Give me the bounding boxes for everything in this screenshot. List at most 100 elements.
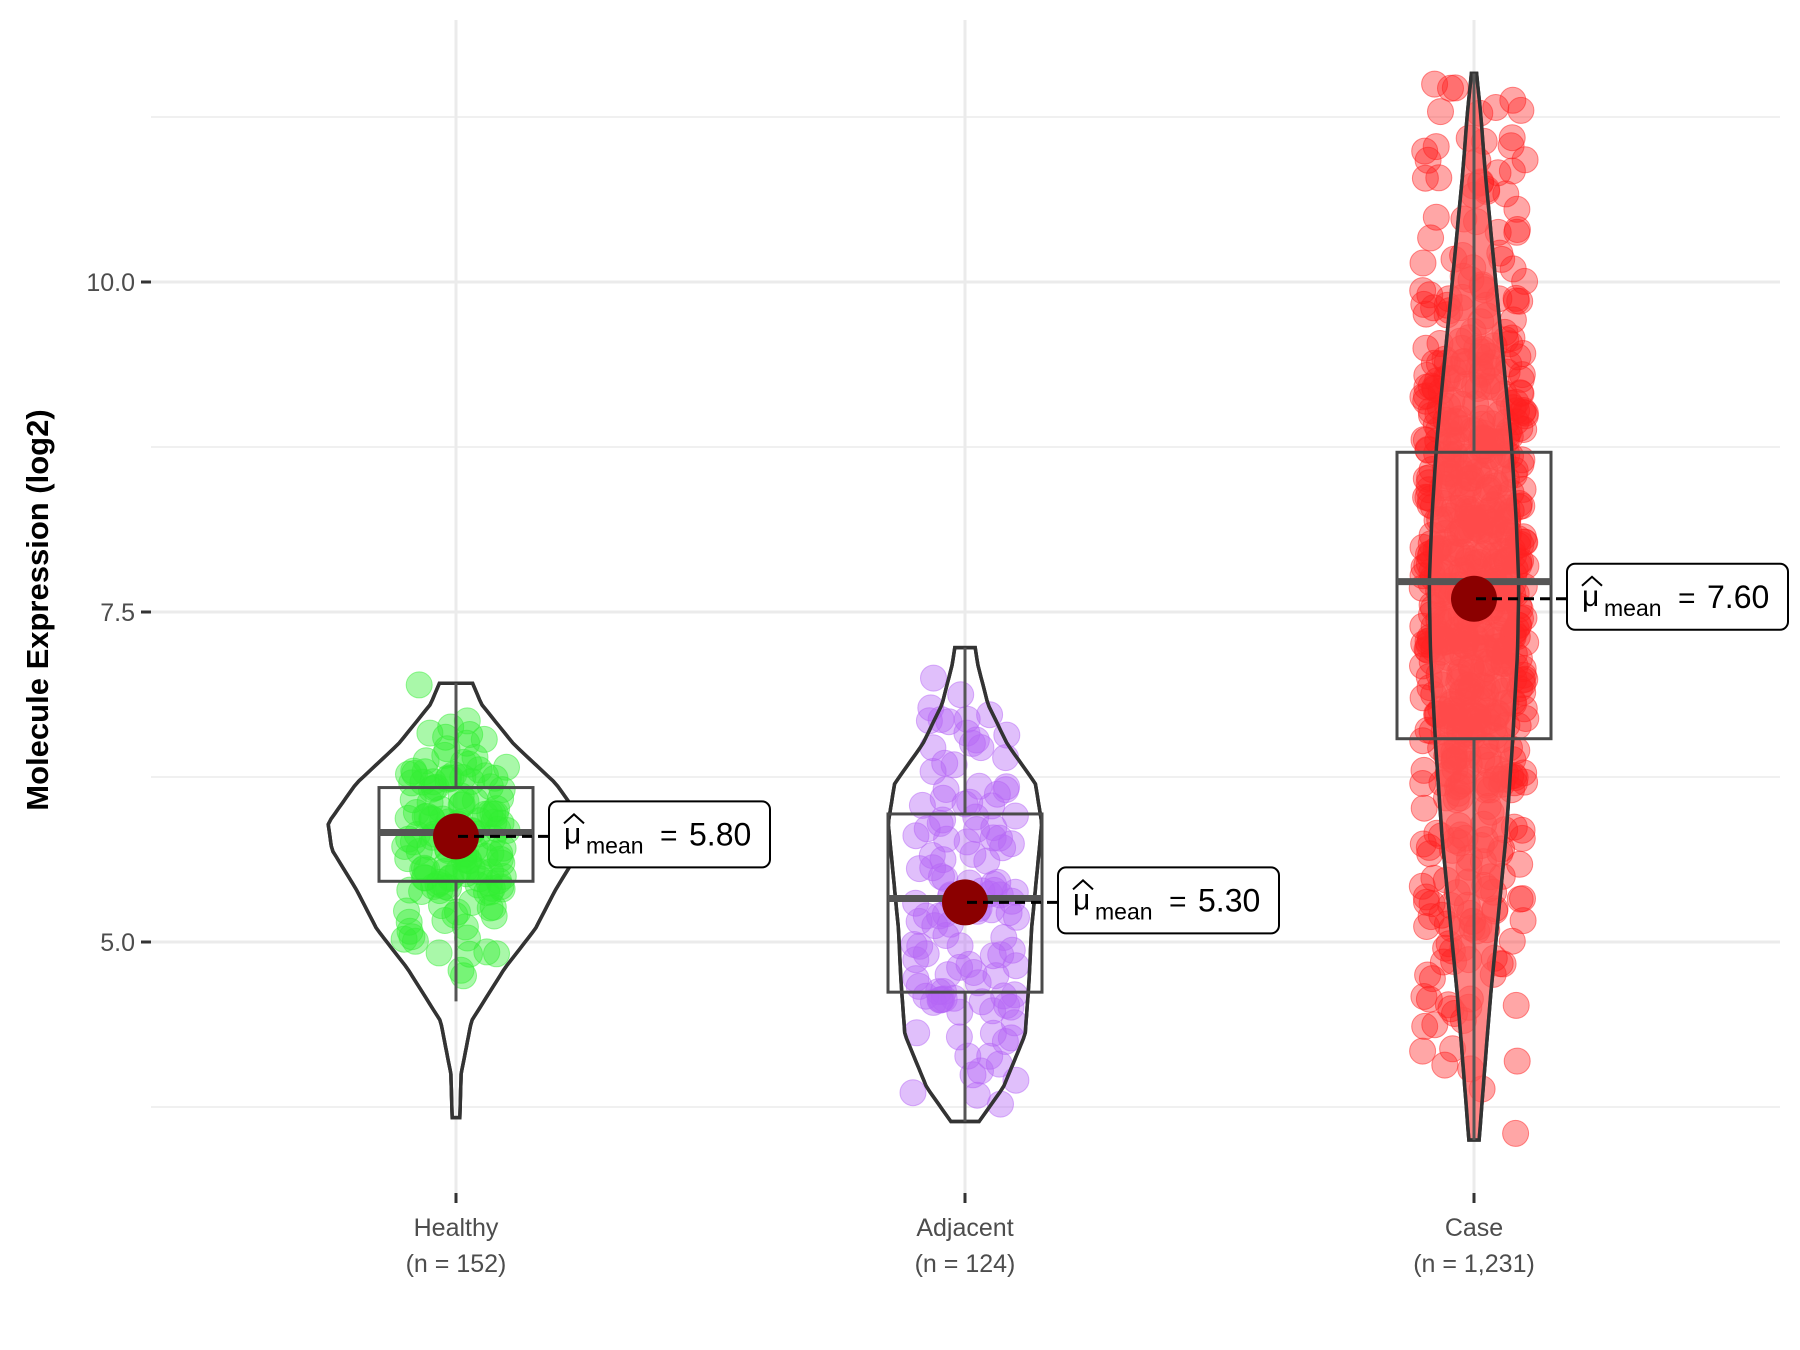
data-point [1409,770,1437,797]
hat-accent [1581,575,1603,587]
y-tick-label: 10.0 [86,269,135,297]
data-point [1498,927,1526,955]
mean-point [942,879,988,926]
data-point [902,946,930,974]
x-tick-label: Case [1445,1214,1503,1242]
data-point [493,753,520,781]
data-point [1427,98,1454,126]
data-point [976,1042,1004,1070]
mean-value: 5.80 [689,816,751,852]
data-point [400,757,428,785]
data-point [979,824,1007,852]
data-point [1002,952,1030,980]
data-point [967,1057,994,1085]
data-point [986,824,1013,852]
data-point [987,941,1015,969]
data-point [1498,124,1526,152]
data-point [1422,203,1450,231]
mean-symbol: μ [564,817,581,850]
data-point [967,734,995,762]
data-point [424,870,452,898]
data-point [1416,281,1444,309]
equals-sign: = [660,819,678,852]
violin-outline-healthy [326,681,586,1120]
data-point [993,773,1021,801]
data-point [1507,365,1535,393]
data-point [1417,224,1445,252]
data-point [435,874,462,902]
data-point [394,845,422,873]
data-point [1412,334,1440,362]
data-point [416,719,444,747]
data-point [1413,373,1441,401]
data-point [947,681,975,709]
data-point [931,749,959,777]
data-point [1409,249,1437,277]
mean-point [1451,575,1497,622]
mean-symbol: μ [1582,580,1599,613]
data-point [1504,343,1532,371]
data-point [1411,1012,1439,1040]
data-point [1503,216,1531,243]
data-point [1482,94,1510,121]
mean-subscript: mean [1095,898,1153,924]
data-point [962,803,990,831]
data-point [902,889,930,917]
data-point [1001,981,1029,1009]
data-point [433,735,461,763]
data-point [1507,96,1535,124]
data-point [905,907,933,935]
data-point [447,782,475,810]
data-point [1422,133,1450,161]
data-point [1509,885,1536,913]
data-point [425,939,453,967]
data-point [919,758,947,785]
mean-labels: μ mean = 5.80μ mean = 5.30μ mean = 7.60 [458,562,1789,935]
data-point [1420,294,1448,322]
x-tick-label: Healthy [414,1214,499,1242]
data-point [393,897,420,925]
data-point [990,982,1018,1010]
box-iqr [1395,450,1553,741]
data-point [419,768,447,796]
mean-label-border [1057,866,1280,935]
data-point [1503,1047,1531,1075]
data-point [488,849,516,877]
data-point [1411,164,1439,192]
data-point [1418,965,1446,993]
mean-label-box: μ mean = 5.80 [548,800,771,869]
data-point [928,863,955,891]
data-point [1502,991,1530,1019]
box-iqr [886,812,1044,994]
data-point [991,1028,1019,1055]
data-point [405,671,433,699]
mean-symbol: μ [1073,883,1090,916]
data-point [1003,903,1030,931]
x-tick-count-label: (n = 1,231) [1413,1250,1535,1278]
y-tick-label: 5.0 [100,929,135,957]
x-tick-count-label: (n = 124) [915,1250,1016,1278]
data-point [475,869,503,897]
data-point [998,936,1026,964]
data-point [1498,157,1526,185]
data-point [921,912,949,940]
data-point [1421,1011,1449,1039]
data-point [1503,195,1531,223]
data-point [1001,802,1029,830]
mean-point [433,813,479,860]
data-point [973,847,1001,875]
hat-accent [563,813,585,825]
data-point [456,721,484,748]
data-point [1502,287,1530,315]
data-point [1411,137,1439,165]
data-point [1502,1119,1530,1147]
mean-value: 7.60 [1707,579,1769,615]
data-point [1409,277,1437,305]
data-point [920,664,947,692]
data-point [982,962,1010,990]
axes: 5.0 7.5 10.0 Healthy (n = 152) Adjacent (n = 1… [86,269,1534,1278]
data-point [929,784,957,812]
equals-sign: = [1169,885,1187,918]
data-point [905,855,933,883]
data-point [483,940,510,968]
